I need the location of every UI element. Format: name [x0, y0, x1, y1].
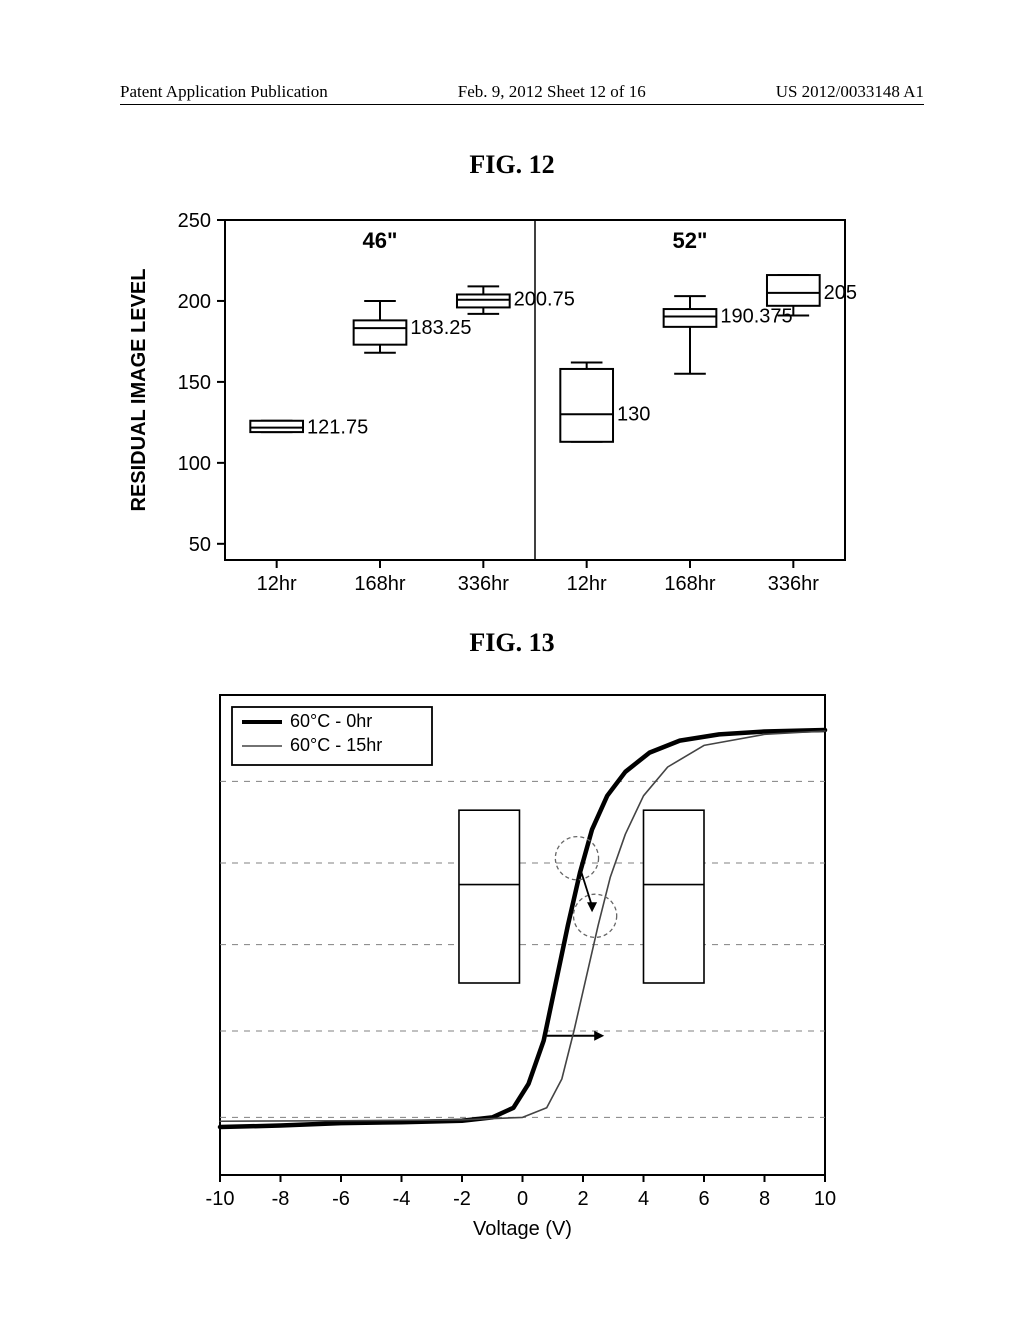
fig12-xcategory: 12hr: [257, 573, 297, 595]
fig12-title: FIG. 12: [0, 150, 1024, 180]
fig12-ytick-label: 100: [178, 453, 211, 475]
fig12-ylabel: RESIDUAL IMAGE LEVEL: [128, 269, 150, 512]
fig12-panel-header-1: 46": [363, 228, 398, 253]
fig12-box-value: 121.75: [307, 417, 368, 439]
fig12-chart: 50 100 150 200 250 RESIDUAL IMAGE LEVEL 12hr 16…: [120, 200, 860, 600]
fig12-xcategory: 12hr: [567, 573, 607, 595]
fig12-box: [560, 369, 613, 442]
fig13-xtick-label: -8: [272, 1188, 290, 1210]
fig12-xcategory: 168hr: [354, 573, 405, 595]
fig12-box-value: 130: [617, 403, 650, 425]
fig12-box-value: 205: [824, 282, 857, 304]
fig13-xtick-label: -4: [393, 1188, 411, 1210]
fig12-xcategory: 168hr: [664, 573, 715, 595]
fig13-xlabel: Voltage (V): [473, 1218, 572, 1240]
header-center: Feb. 9, 2012 Sheet 12 of 16: [458, 82, 646, 102]
fig12-ytick-label: 200: [178, 291, 211, 313]
fig13-xtick-label: 10: [814, 1188, 836, 1210]
fig12-ytick-label: 50: [189, 534, 211, 556]
fig12-box: [354, 320, 407, 344]
fig13-plot-border: [220, 695, 825, 1175]
fig13-xtick-label: 2: [577, 1188, 588, 1210]
fig13-xtick-label: 8: [759, 1188, 770, 1210]
fig12-box-value: 200.75: [514, 289, 575, 311]
fig12-box: [457, 294, 510, 307]
fig12-xcategory: 336hr: [458, 573, 509, 595]
fig12-ytick-label: 150: [178, 372, 211, 394]
fig13-xtick-label: 6: [698, 1188, 709, 1210]
fig12-panel-header-2: 52": [673, 228, 708, 253]
header-left: Patent Application Publication: [120, 82, 328, 102]
fig13-chart: -10 -8 -6 -4 -2 0 2 4 6 8 10 Voltage (V) 60°C - 0hr 6…: [175, 680, 845, 1250]
fig12-box-value: 183.25: [410, 317, 471, 339]
fig12-box: [664, 309, 717, 327]
fig12-ytick-label: 250: [178, 210, 211, 232]
fig13-legend-label: 60°C - 0hr: [290, 711, 372, 731]
fig13-xtick-label: -6: [332, 1188, 350, 1210]
fig13-legend-label: 60°C - 15hr: [290, 735, 382, 755]
fig13-xtick-label: 4: [638, 1188, 649, 1210]
fig12-box-value: 190.375: [720, 306, 792, 328]
page-header: Patent Application Publication Feb. 9, 2…: [120, 82, 924, 105]
header-right: US 2012/0033148 A1: [776, 82, 924, 102]
fig13-xtick-label: 0: [517, 1188, 528, 1210]
fig12-box: [767, 275, 820, 306]
fig12-xcategory: 336hr: [768, 573, 819, 595]
fig13-anno-box: [644, 810, 705, 983]
fig13-xtick-label: -2: [453, 1188, 471, 1210]
fig13-title: FIG. 13: [0, 628, 1024, 658]
fig13-anno-box: [459, 810, 519, 983]
fig13-xtick-label: -10: [206, 1188, 235, 1210]
fig12-box: [250, 421, 303, 432]
